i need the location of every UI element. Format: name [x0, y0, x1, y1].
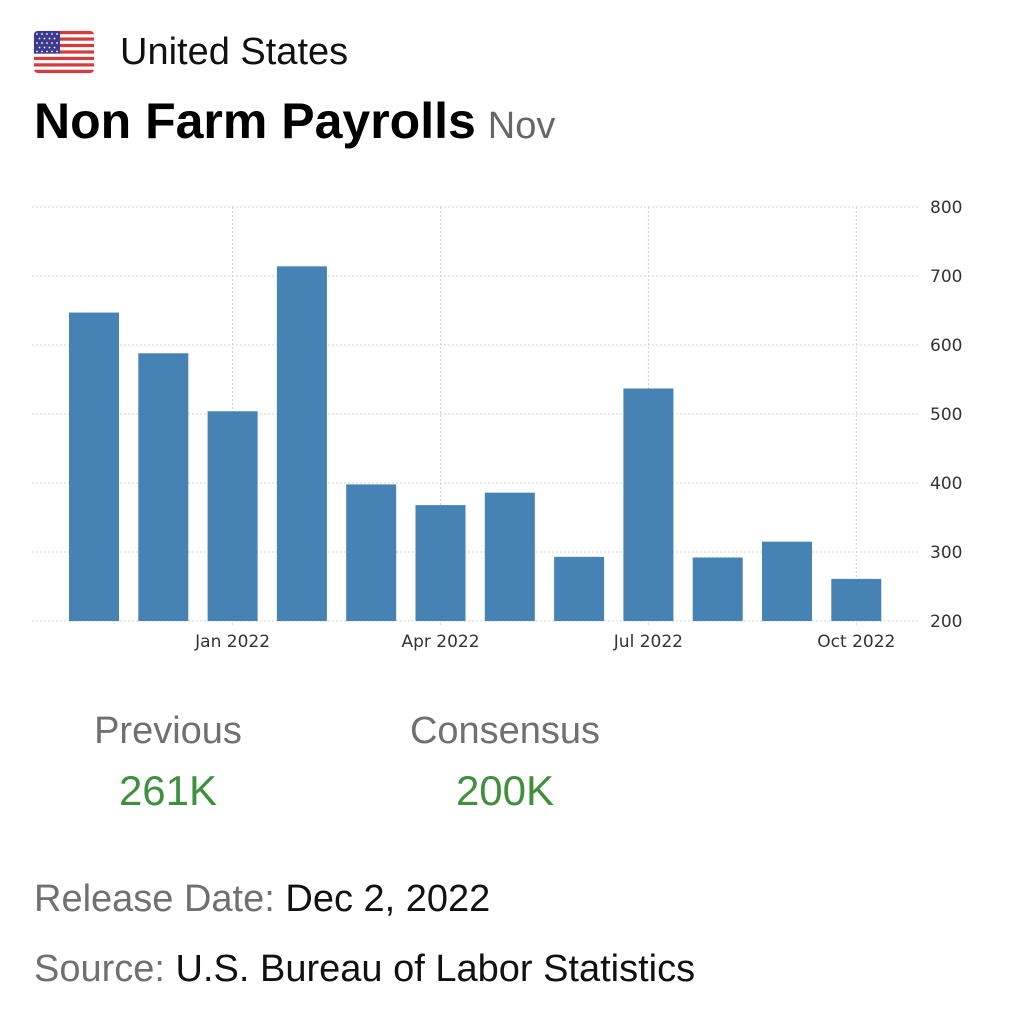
y-tick-label: 600	[930, 336, 962, 356]
x-tick-label: Apr 2022	[401, 632, 479, 652]
us-flag-icon	[34, 31, 94, 73]
bar	[276, 266, 327, 621]
title-row: Non Farm Payrolls Nov	[34, 92, 555, 150]
bar	[762, 541, 812, 621]
y-tick-label: 200	[930, 612, 962, 632]
source-value[interactable]: U.S. Bureau of Labor Statistics	[175, 948, 696, 990]
country-row: United States	[34, 28, 348, 76]
bar	[692, 557, 743, 621]
source-row: Source: U.S. Bureau of Labor Statistics	[34, 948, 695, 991]
bar	[415, 505, 466, 621]
country-name: United States	[120, 30, 349, 73]
release-date-label: Release Date:	[34, 878, 275, 920]
bar	[69, 312, 119, 621]
release-date-row: Release Date: Dec 2, 2022	[34, 878, 490, 921]
x-tick-label: Oct 2022	[817, 632, 895, 652]
consensus-label: Consensus	[409, 710, 601, 752]
previous-stat: Previous 261K	[68, 710, 268, 815]
bar	[831, 578, 882, 621]
indicator-title: Non Farm Payrolls	[34, 93, 476, 149]
release-date-value: Dec 2, 2022	[285, 878, 491, 920]
bar	[484, 492, 535, 621]
chart-container[interactable]: 200 300 400 500 600 700 800 Jan 2022 Apr 2022 Jul…	[0, 190, 1009, 670]
bar	[207, 411, 258, 621]
y-tick-label: 400	[930, 474, 962, 494]
y-tick-label: 500	[930, 405, 962, 425]
y-tick-label: 700	[930, 267, 962, 287]
source-label: Source:	[34, 948, 165, 990]
consensus-value: 200K	[455, 767, 555, 814]
x-tick-label: Jan 2022	[194, 632, 270, 652]
previous-label: Previous	[94, 710, 242, 752]
bar	[623, 388, 674, 621]
previous-value: 261K	[118, 767, 218, 814]
period-label: Nov	[487, 105, 556, 147]
x-tick-label: Jul 2022	[613, 632, 683, 652]
y-tick-label: 300	[930, 543, 962, 563]
bar	[346, 484, 397, 621]
bar	[138, 353, 189, 621]
consensus-stat: Consensus 200K	[380, 710, 630, 815]
bar-chart[interactable]: 200 300 400 500 600 700 800 Jan 2022 Apr 2022 Jul…	[0, 190, 1009, 670]
bar	[554, 556, 605, 621]
y-tick-label: 800	[930, 198, 962, 218]
